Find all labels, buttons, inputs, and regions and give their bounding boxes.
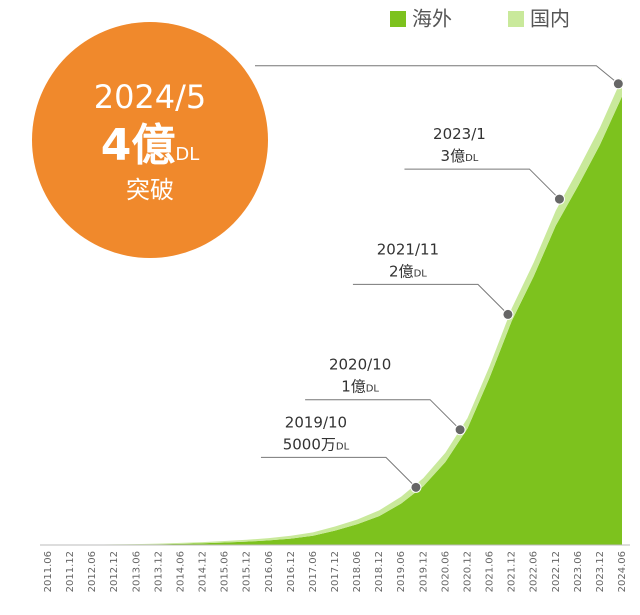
x-tick-label: 2015.06 bbox=[220, 551, 231, 592]
annotation-amount: 2億DL bbox=[389, 262, 427, 280]
x-tick-label: 2017.12 bbox=[330, 551, 341, 592]
x-tick-label: 2012.12 bbox=[109, 551, 120, 592]
x-tick-label: 2023.06 bbox=[573, 551, 584, 592]
annotation-amount-number: 3億 bbox=[441, 147, 466, 165]
legend-label: 海外 bbox=[412, 7, 452, 31]
annotation-amount: 5000万DL bbox=[283, 435, 350, 453]
x-tick-label: 2021.06 bbox=[485, 551, 496, 592]
leader-line bbox=[404, 168, 560, 200]
annotation-amount-number: 5000万 bbox=[283, 435, 336, 453]
annotation-date: 2021/11 bbox=[377, 240, 439, 258]
badge-circle bbox=[32, 22, 268, 258]
badge-unit: DL bbox=[175, 144, 199, 165]
area bbox=[48, 96, 622, 546]
x-tick-label: 2020.12 bbox=[462, 551, 473, 592]
x-tick-label: 2012.06 bbox=[87, 551, 98, 592]
x-tick-label: 2013.12 bbox=[153, 551, 164, 592]
annotation-amount: 1億DL bbox=[341, 378, 379, 396]
x-tick-label: 2018.12 bbox=[374, 551, 385, 592]
badge-amount: 4億DL bbox=[101, 120, 200, 171]
x-tick-label: 2018.06 bbox=[352, 551, 363, 592]
x-tick-label: 2019.06 bbox=[396, 551, 407, 592]
milestone-marker bbox=[553, 193, 565, 205]
x-tick-label: 2021.12 bbox=[507, 551, 518, 592]
annotation-unit: DL bbox=[465, 153, 479, 164]
leader-line bbox=[305, 399, 461, 431]
annotation-unit: DL bbox=[336, 441, 350, 452]
x-tick-label: 2022.06 bbox=[529, 551, 540, 592]
badge-amount-number: 4億 bbox=[101, 120, 176, 171]
milestone-marker bbox=[502, 308, 514, 320]
legend-swatch bbox=[508, 11, 524, 27]
annotation-unit: DL bbox=[414, 268, 428, 279]
annotation-amount-number: 2億 bbox=[389, 262, 414, 280]
leader-line bbox=[260, 456, 417, 488]
legend-swatch bbox=[390, 11, 406, 27]
x-tick-label: 2023.12 bbox=[595, 551, 606, 592]
x-tick-label: 2014.12 bbox=[198, 551, 209, 592]
x-tick-label: 2015.12 bbox=[242, 551, 253, 592]
x-tick-label: 2020.06 bbox=[440, 551, 451, 592]
legend-label: 国内 bbox=[530, 7, 570, 31]
annotation-date: 2019/10 bbox=[285, 413, 347, 431]
x-tick-label: 2016.12 bbox=[286, 551, 297, 592]
x-tick-label: 2016.06 bbox=[264, 551, 275, 592]
x-tick-label: 2022.12 bbox=[551, 551, 562, 592]
x-tick-label: 2017.06 bbox=[308, 551, 319, 592]
x-tick-label: 2019.12 bbox=[418, 551, 429, 592]
annotation-date: 2020/10 bbox=[329, 356, 391, 374]
x-tick-label: 2013.06 bbox=[131, 551, 142, 592]
milestone-marker bbox=[410, 481, 422, 493]
milestone-marker bbox=[612, 78, 624, 90]
leader-line bbox=[352, 283, 509, 315]
x-tick-label: 2011.06 bbox=[43, 551, 54, 592]
leader-line bbox=[255, 65, 619, 85]
badge-text: 突破 bbox=[126, 176, 174, 204]
annotation-amount-number: 1億 bbox=[341, 378, 366, 396]
annotation-amount: 3億DL bbox=[441, 147, 479, 165]
x-tick-label: 2014.06 bbox=[175, 551, 186, 592]
annotation-unit: DL bbox=[366, 384, 380, 395]
badge-date: 2024/5 bbox=[94, 78, 207, 116]
x-tick-label: 2011.12 bbox=[65, 551, 76, 592]
x-tick-label: 2024.06 bbox=[617, 551, 628, 592]
annotation-date: 2023/1 bbox=[433, 125, 486, 143]
milestone-marker bbox=[454, 424, 466, 436]
